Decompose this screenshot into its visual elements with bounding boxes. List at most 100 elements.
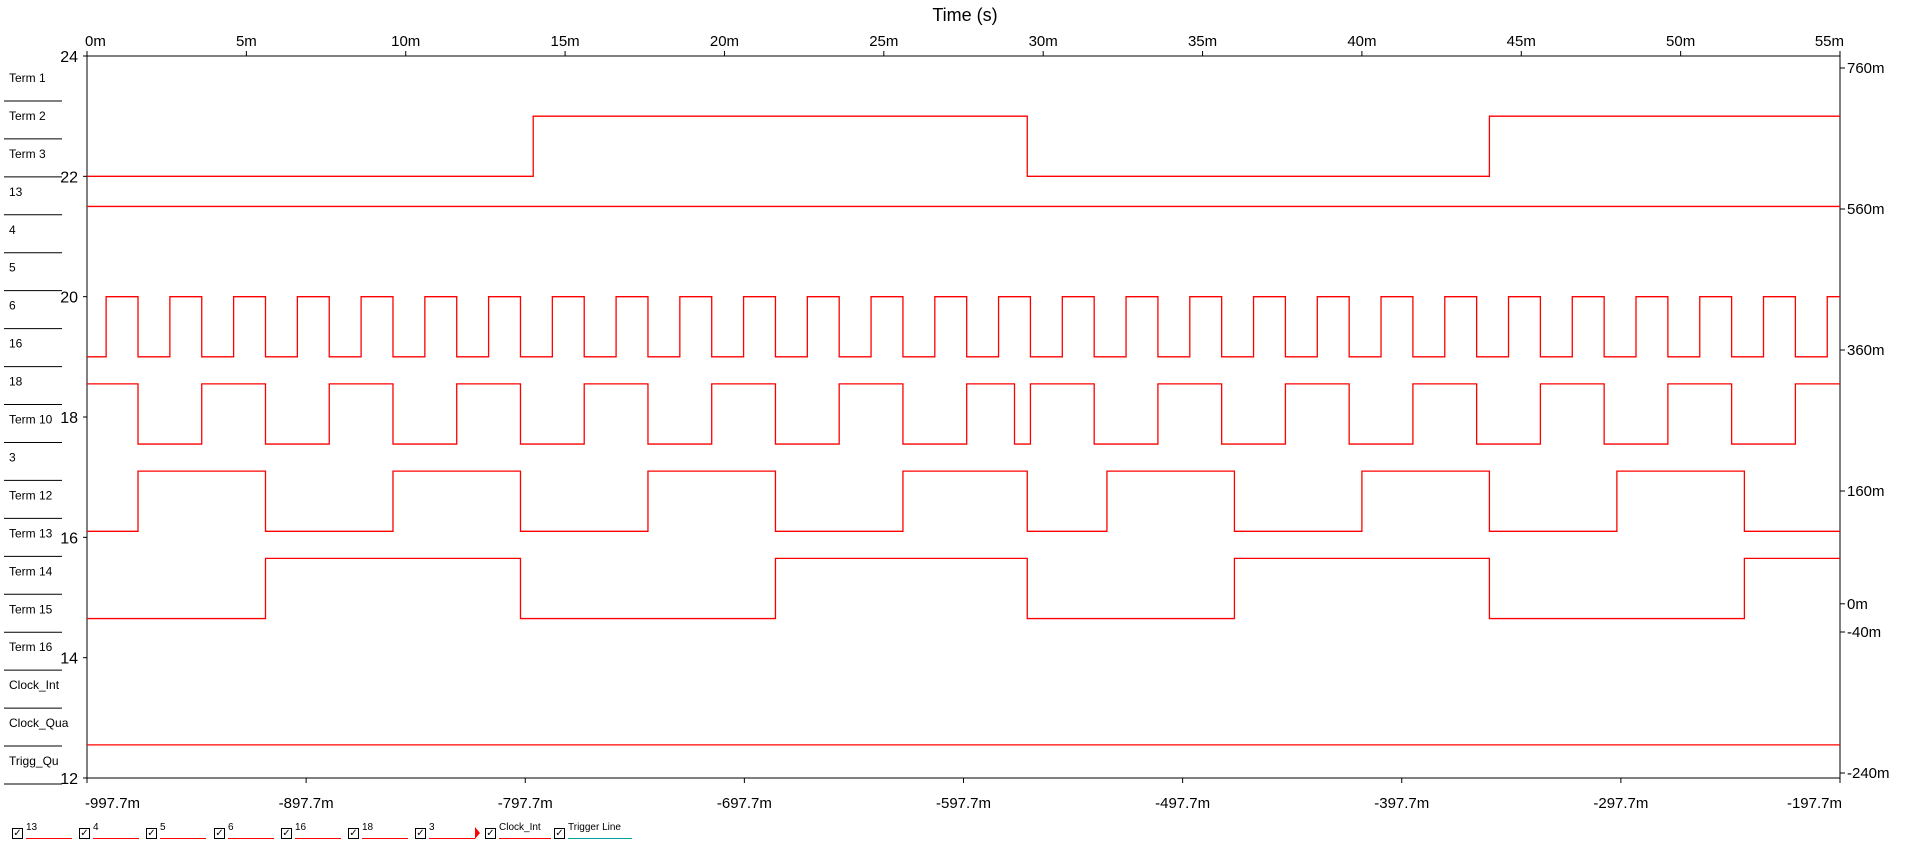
bottom-tick-label: -297.7m (1593, 795, 1648, 812)
legend-label: 18 (362, 822, 374, 833)
channel-label: Term 16 (9, 640, 53, 654)
legend-item[interactable]: ✓ 4 (79, 822, 139, 842)
trace-18 (87, 383, 1840, 445)
legend-checkbox[interactable]: ✓ (12, 828, 23, 839)
legend-label: 13 (26, 822, 38, 833)
bottom-tick-label: -597.7m (936, 795, 991, 812)
legend-swatch (160, 838, 206, 839)
right-value-axis: 760m 560m 360m 160m 0m -40m -240m (1840, 60, 1890, 782)
legend-item[interactable]: ✓ 5 (146, 822, 206, 842)
channel-label: 18 (9, 375, 23, 389)
legend-swatch (93, 838, 139, 839)
right-tick-label: -40m (1847, 624, 1881, 641)
top-tick-label: 25m (869, 33, 898, 50)
top-tick-label: 45m (1507, 33, 1536, 50)
legend-checkbox[interactable]: ✓ (79, 828, 90, 839)
legend-swatch (295, 838, 341, 839)
trace-6 (87, 296, 1840, 358)
channel-label: Term 1 (9, 71, 46, 85)
channel-label-column: Term 1 Term 2 Term 3 13 4 5 6 16 18 Term 10 3 Term … (4, 71, 69, 785)
legend-swatch (499, 838, 551, 839)
legend-label: 16 (295, 822, 307, 833)
legend-item[interactable]: ✓ 6 (214, 822, 274, 842)
legend-label: 6 (228, 822, 234, 833)
legend-item[interactable]: ✓ Trigger Line (554, 822, 632, 842)
top-tick-label: 15m (550, 33, 579, 50)
legend-bar: ✓ 13 ✓ 4 ✓ 5 ✓ 6 ✓ 16 ✓ 18 ✓ 3 ✓ Clock_Int ✓ Trigger Line (0, 818, 1910, 846)
legend-swatch (362, 838, 408, 839)
legend-item[interactable]: ✓ 18 (348, 822, 408, 842)
trace-16 (87, 557, 1840, 620)
top-tick-label: 0m (85, 33, 106, 50)
channel-label: Term 10 (9, 413, 53, 427)
legend-label: 5 (160, 822, 166, 833)
top-tick-label: 10m (391, 33, 420, 50)
legend-item[interactable]: ✓ 3 (415, 822, 475, 842)
legend-checkbox[interactable]: ✓ (415, 828, 426, 839)
legend-swatch (26, 838, 72, 839)
legend-checkbox[interactable]: ✓ (214, 828, 225, 839)
left-tick-label: 18 (60, 410, 78, 427)
legend-checkbox[interactable]: ✓ (554, 828, 565, 839)
bottom-tick-label: -397.7m (1374, 795, 1429, 812)
channel-label: Clock_Int (9, 678, 60, 692)
bottom-tick-label: -797.7m (498, 795, 553, 812)
bottom-tick-label: -897.7m (279, 795, 334, 812)
right-tick-label: -240m (1847, 765, 1890, 782)
channel-label: Clock_Qua (9, 716, 69, 730)
right-tick-label: 760m (1847, 60, 1885, 77)
plot-frame (86, 55, 1841, 779)
top-tick-label: 55m (1815, 33, 1844, 50)
legend-label: Trigger Line (568, 822, 621, 833)
top-tick-label: 40m (1347, 33, 1376, 50)
legend-label: 3 (429, 822, 435, 833)
legend-swatch (568, 838, 632, 839)
legend-item[interactable]: ✓ Clock_Int (475, 822, 551, 842)
right-tick-label: 560m (1847, 201, 1885, 218)
channel-label: 13 (9, 185, 23, 199)
right-tick-label: 160m (1847, 483, 1885, 500)
channel-label: Term 12 (9, 488, 53, 502)
top-tick-label: 35m (1188, 33, 1217, 50)
left-value-axis: 24 22 20 18 16 14 12 (60, 49, 87, 788)
top-time-axis: 0m 5m 10m 15m 20m 25m 30m 35m 40m 45m 50m 55m (85, 33, 1844, 56)
left-tick-label: 22 (60, 169, 78, 186)
bottom-tick-label: -997.7m (85, 795, 140, 812)
left-tick-label: 24 (60, 49, 78, 66)
channel-label: 5 (9, 261, 16, 275)
channel-label: Term 3 (9, 147, 46, 161)
channel-label: 3 (9, 450, 16, 464)
channel-label: Term 15 (9, 602, 53, 616)
cursor-marker-icon (475, 827, 480, 839)
left-tick-label: 14 (60, 651, 78, 668)
legend-checkbox[interactable]: ✓ (485, 828, 496, 839)
legend-item[interactable]: ✓ 16 (281, 822, 341, 842)
legend-label: 4 (93, 822, 99, 833)
legend-item[interactable]: ✓ 13 (12, 822, 72, 842)
left-tick-label: 16 (60, 530, 78, 547)
legend-checkbox[interactable]: ✓ (146, 828, 157, 839)
signal-traces (87, 115, 1840, 746)
left-tick-label: 20 (60, 290, 78, 307)
channel-label: 6 (9, 299, 16, 313)
top-tick-label: 50m (1666, 33, 1695, 50)
chart-title: Time (s) (932, 5, 997, 25)
bottom-tick-label: -697.7m (717, 795, 772, 812)
legend-swatch (228, 838, 274, 839)
channel-label: Term 2 (9, 109, 46, 123)
channel-label: Trigg_Qu (9, 754, 59, 768)
top-tick-label: 5m (236, 33, 257, 50)
legend-checkbox[interactable]: ✓ (348, 828, 359, 839)
trace-13 (87, 115, 1840, 177)
bottom-tick-label: -497.7m (1155, 795, 1210, 812)
left-tick-label: 12 (60, 771, 78, 788)
channel-label: 16 (9, 337, 23, 351)
bottom-tick-label: -197.7m (1787, 795, 1842, 812)
right-tick-label: 360m (1847, 342, 1885, 359)
legend-checkbox[interactable]: ✓ (281, 828, 292, 839)
right-tick-label: 0m (1847, 596, 1868, 613)
top-tick-label: 20m (710, 33, 739, 50)
bottom-time-axis: -997.7m -897.7m -797.7m -697.7m -597.7m -497.… (85, 778, 1842, 812)
top-tick-label: 30m (1029, 33, 1058, 50)
